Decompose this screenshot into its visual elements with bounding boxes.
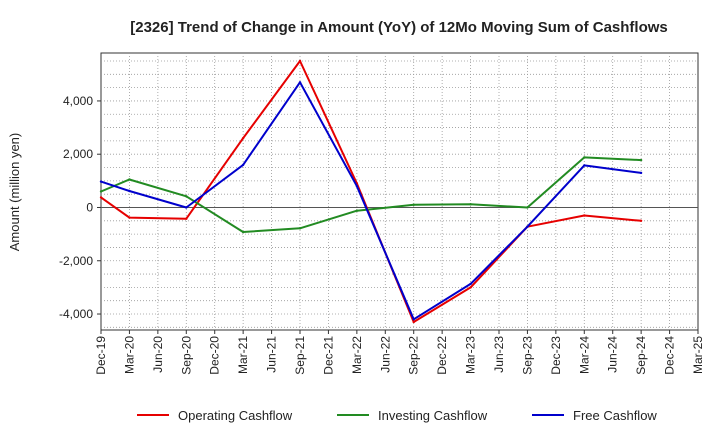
data-point-investing-cashflow <box>185 195 188 198</box>
x-tick-label: Sep-24 <box>634 336 648 375</box>
data-point-free-cashflow <box>526 225 529 228</box>
data-point-operating-cashflow <box>185 217 188 220</box>
data-point-operating-cashflow <box>128 216 131 219</box>
legend: Operating Cashflow Investing Cashflow Free… <box>137 408 657 423</box>
x-tick-label: Sep-23 <box>520 336 534 375</box>
y-tick-label: -2,000 <box>59 254 93 268</box>
x-tick-labels: Dec-19 Mar-20 Jun-20 Sep-20 Dec-20 Mar-21 Jun-… <box>94 330 705 375</box>
data-point-investing-cashflow <box>469 203 472 206</box>
data-point-free-cashflow <box>469 282 472 286</box>
y-tick-label: -4,000 <box>59 307 93 321</box>
data-point-operating-cashflow <box>469 286 472 289</box>
x-tick-label: Dec-20 <box>208 336 222 375</box>
x-tick-label: Dec-22 <box>435 336 449 375</box>
x-tick-label: Jun-22 <box>378 336 392 373</box>
x-tick-label: Dec-23 <box>549 336 563 375</box>
legend-label-investing-cashflow: Investing Cashflow <box>378 408 488 423</box>
grid-lines <box>101 53 698 330</box>
x-tick-label: Jun-20 <box>151 336 165 373</box>
data-point-investing-cashflow <box>355 209 359 212</box>
data-point-operating-cashflow <box>99 196 103 199</box>
x-tick-label: Mar-25 <box>691 336 705 374</box>
data-point-investing-cashflow <box>583 156 586 159</box>
y-tick-label: 2,000 <box>63 147 93 161</box>
legend-label-operating-cashflow: Operating Cashflow <box>178 408 293 423</box>
data-point-free-cashflow <box>128 189 131 193</box>
y-axis-label: Amount (million yen) <box>7 133 22 252</box>
data-point-investing-cashflow <box>99 190 103 193</box>
x-tick-label: Sep-21 <box>293 336 307 375</box>
data-point-operating-cashflow <box>298 59 302 63</box>
chart-title: [2326] Trend of Change in Amount (YoY) o… <box>130 19 668 36</box>
x-tick-label: Mar-20 <box>122 336 136 374</box>
data-point-investing-cashflow <box>639 158 643 162</box>
data-point-free-cashflow <box>241 163 245 167</box>
data-point-operating-cashflow <box>583 214 586 217</box>
x-tick-label: Jun-23 <box>492 336 506 373</box>
data-point-investing-cashflow <box>298 227 302 230</box>
x-tick-label: Mar-23 <box>464 336 478 374</box>
data-point-operating-cashflow <box>639 219 643 222</box>
legend-label-free-cashflow: Free Cashflow <box>573 408 657 423</box>
x-tick-label: Jun-24 <box>606 336 620 373</box>
x-tick-label: Mar-24 <box>577 336 591 374</box>
x-tick-label: Dec-19 <box>94 336 108 375</box>
x-tick-label: Sep-20 <box>179 336 193 375</box>
data-point-operating-cashflow <box>241 137 245 140</box>
x-tick-label: Sep-22 <box>407 336 421 375</box>
data-point-free-cashflow <box>99 180 103 183</box>
data-point-free-cashflow <box>298 81 302 84</box>
y-tick-label: 0 <box>86 200 93 214</box>
data-point-investing-cashflow <box>128 178 131 181</box>
data-point-operating-cashflow <box>412 320 415 324</box>
x-tick-label: Jun-21 <box>265 336 279 373</box>
x-tick-label: Dec-21 <box>321 336 335 375</box>
data-point-investing-cashflow <box>241 230 245 234</box>
x-tick-label: Mar-22 <box>350 336 364 374</box>
x-tick-label: Dec-24 <box>663 336 677 375</box>
data-point-free-cashflow <box>185 206 188 209</box>
y-tick-label: 4,000 <box>63 94 93 108</box>
x-tick-label: Mar-21 <box>236 336 250 374</box>
data-point-investing-cashflow <box>526 206 529 209</box>
y-tick-labels: -4,000 -2,000 0 2,000 4,000 <box>59 94 101 321</box>
series-lines <box>99 59 643 324</box>
data-point-investing-cashflow <box>412 203 415 206</box>
data-point-free-cashflow <box>412 318 415 321</box>
data-point-free-cashflow <box>583 164 586 167</box>
data-point-free-cashflow <box>639 171 643 175</box>
data-point-free-cashflow <box>355 185 359 188</box>
